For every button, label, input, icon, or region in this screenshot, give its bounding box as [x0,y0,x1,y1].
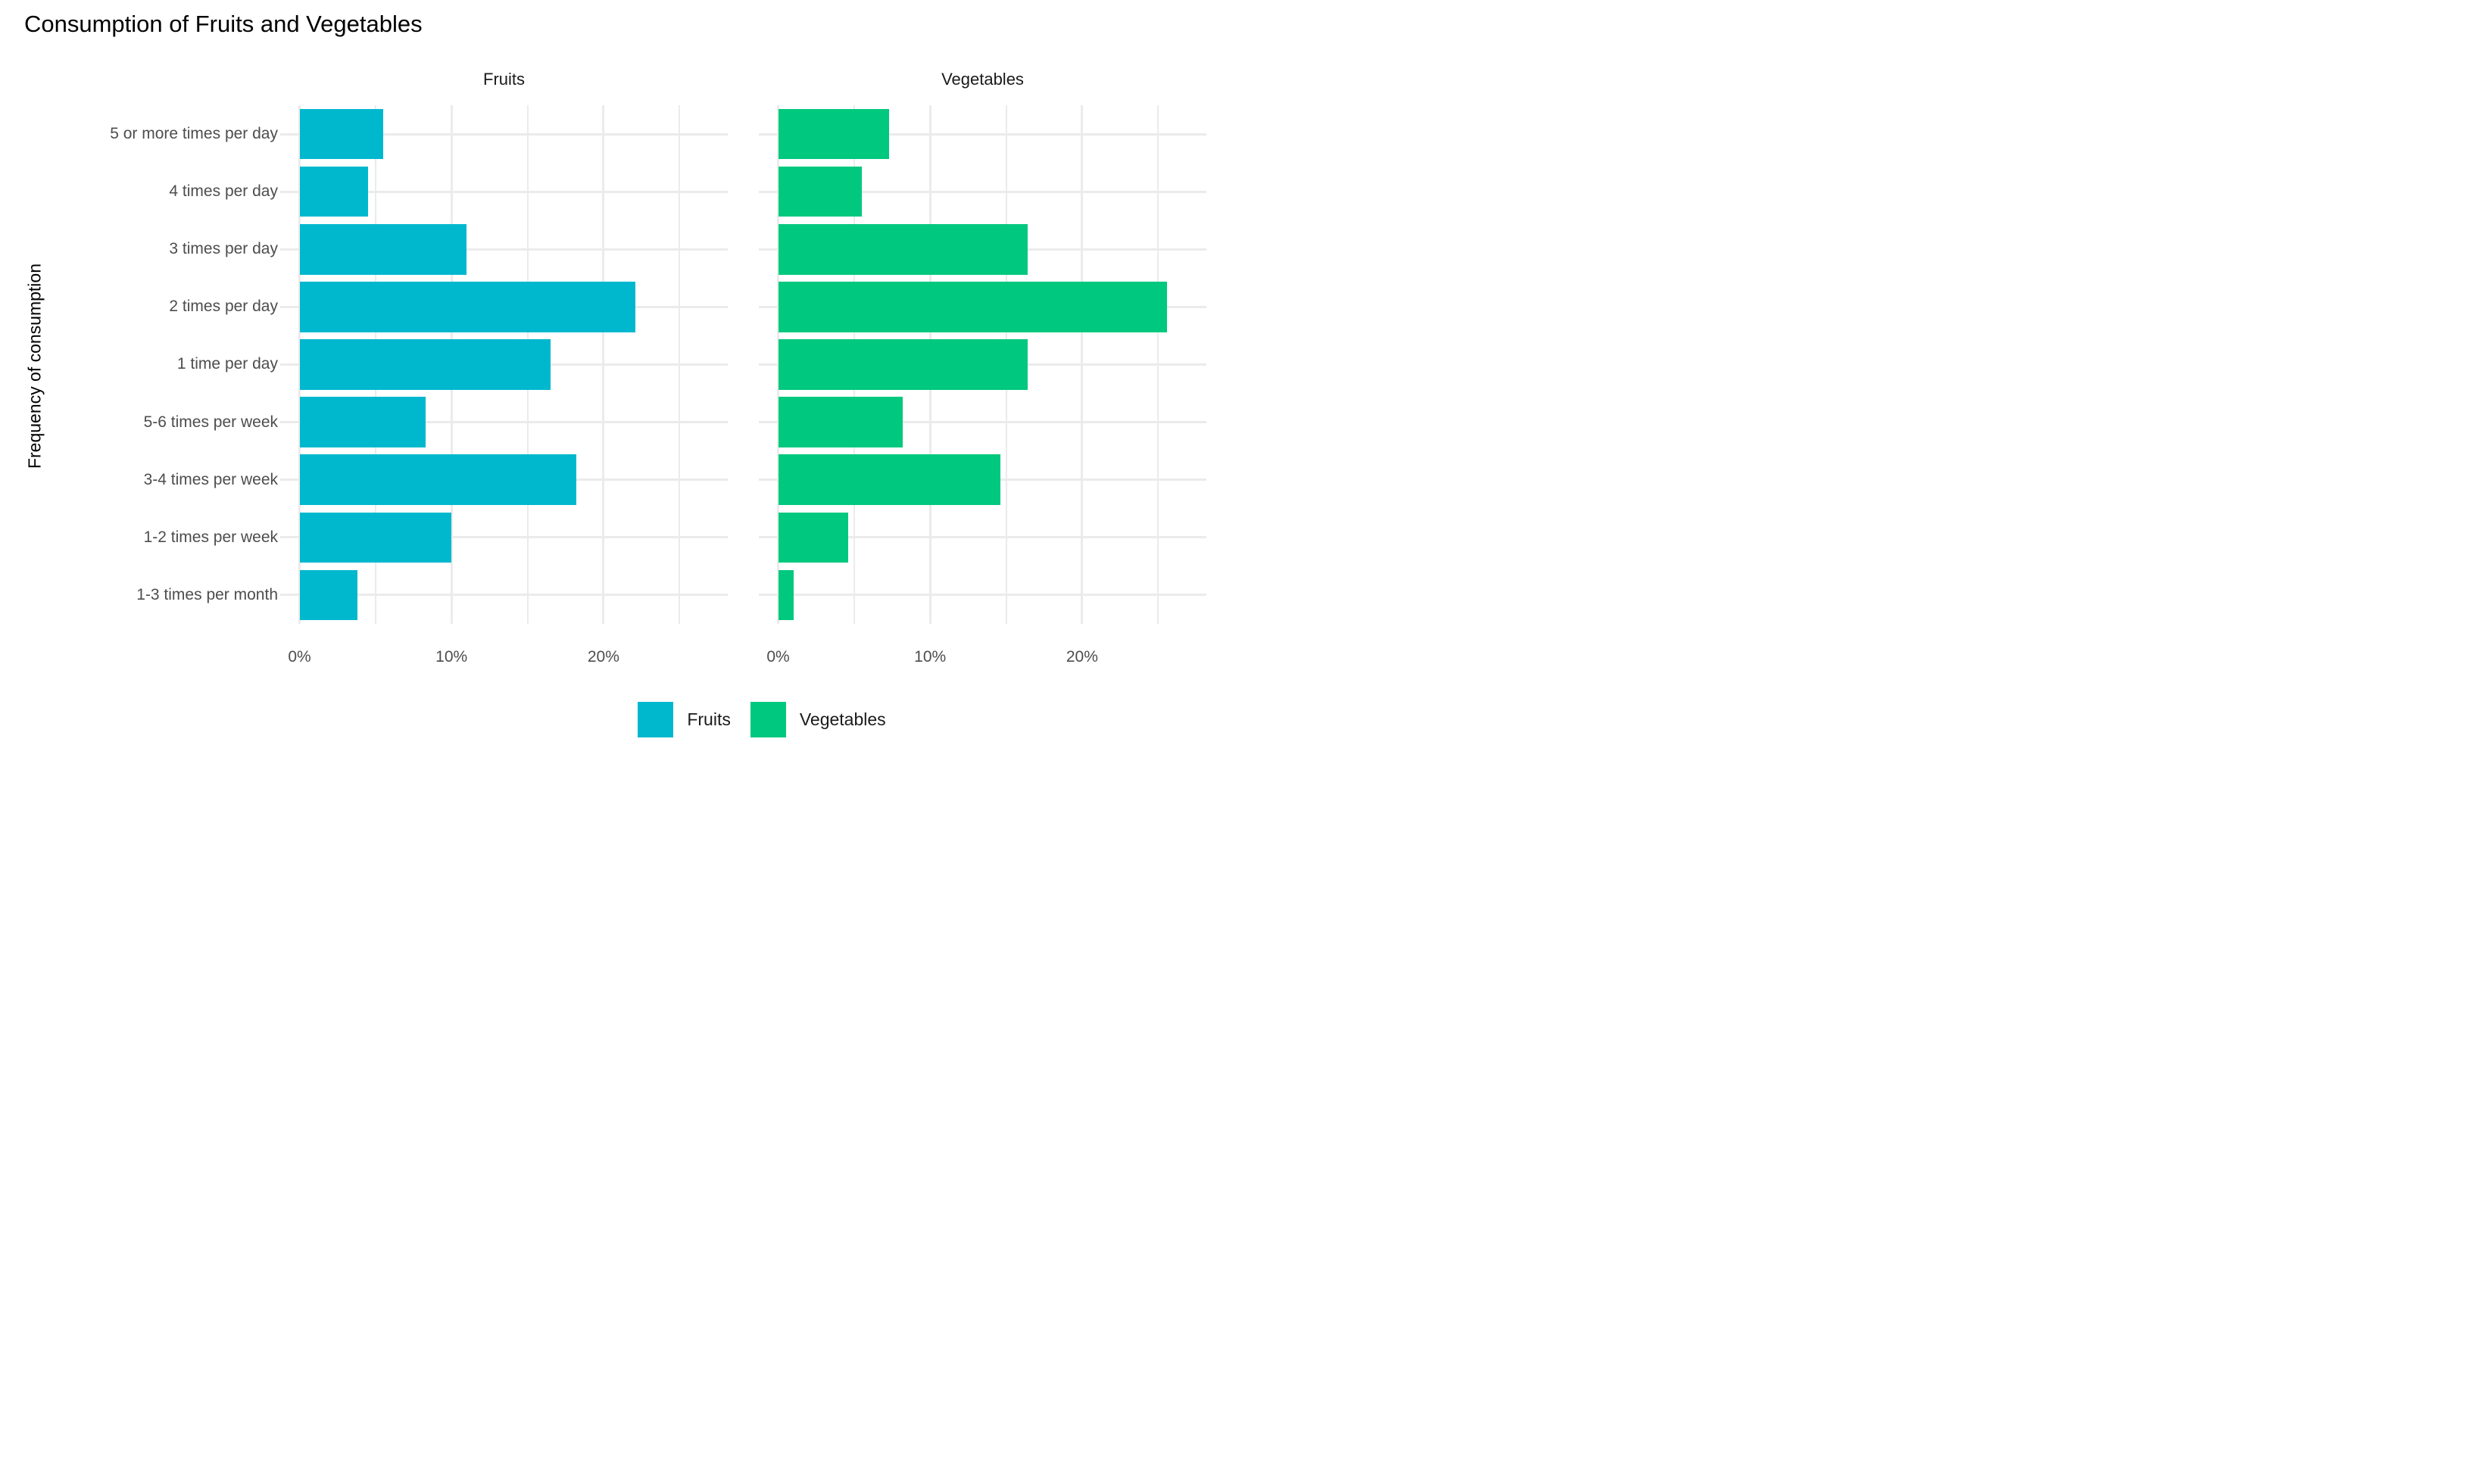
panel-vegetables [759,105,1206,624]
x-tick-label: 0% [766,648,790,666]
bar-fruits-3 [299,282,636,332]
bar-fruits-7 [299,512,452,563]
bar-vegetables-3 [778,282,1168,332]
legend-label: Fruits [687,709,731,729]
y-tick-label: 2 times per day [169,298,278,316]
facet-strip-title-fruits: Fruits [483,70,525,89]
y-gridline [280,536,728,539]
bar-vegetables-6 [778,454,1000,506]
x-tick-label: 20% [587,648,619,666]
bar-vegetables-4 [778,339,1028,390]
bar-vegetables-2 [778,223,1028,275]
bar-vegetables-8 [778,569,794,621]
bar-vegetables-5 [778,397,903,447]
y-tick-label: 3 times per day [169,240,278,258]
bar-fruits-2 [299,223,467,275]
bar-fruits-4 [299,339,551,390]
legend: Fruits Vegetables [280,702,1244,737]
y-tick-label: 5 or more times per day [110,125,278,142]
y-gridline [759,132,1206,136]
bar-fruits-8 [299,569,357,621]
bar-chart-figure: Consumption of Fruits and Vegetables Fre… [0,0,1244,742]
y-gridline [280,421,728,424]
legend-item-vegetables: Vegetables [750,702,886,737]
y-gridline [759,536,1206,539]
y-gridline [759,190,1206,193]
bar-vegetables-1 [778,166,862,217]
x-tick-label: 0% [288,648,311,666]
plot-title: Consumption of Fruits and Vegetables [24,11,423,37]
y-gridline [759,594,1206,597]
y-axis-tick-labels: 5 or more times per day 4 times per day 3 … [11,105,278,624]
y-tick-label: 1-2 times per week [143,528,278,546]
y-gridline [280,594,728,597]
x-tick-label: 20% [1066,648,1098,666]
y-gridline [280,190,728,193]
legend-item-fruits: Fruits [638,702,731,737]
legend-swatch-fruits [638,702,674,737]
bar-fruits-6 [299,454,576,506]
bar-fruits-5 [299,397,426,447]
y-tick-label: 1 time per day [176,355,278,373]
y-gridline [759,421,1206,424]
panel-fruits [280,105,728,624]
y-gridline [280,132,728,136]
bar-vegetables-7 [778,512,848,563]
y-tick-label: 5-6 times per week [143,413,278,431]
legend-swatch-vegetables [750,702,786,737]
bar-fruits-0 [299,108,383,160]
bar-vegetables-0 [778,108,889,160]
facet-strip-title-vegetables: Vegetables [941,70,1024,89]
y-tick-label: 3-4 times per week [143,470,278,488]
bar-fruits-1 [299,166,368,217]
legend-label: Vegetables [799,709,886,729]
x-tick-label: 10% [435,648,468,666]
y-gridline [280,248,728,251]
y-tick-label: 4 times per day [169,182,278,201]
y-tick-label: 1-3 times per month [136,585,278,603]
x-tick-label: 10% [914,648,947,666]
